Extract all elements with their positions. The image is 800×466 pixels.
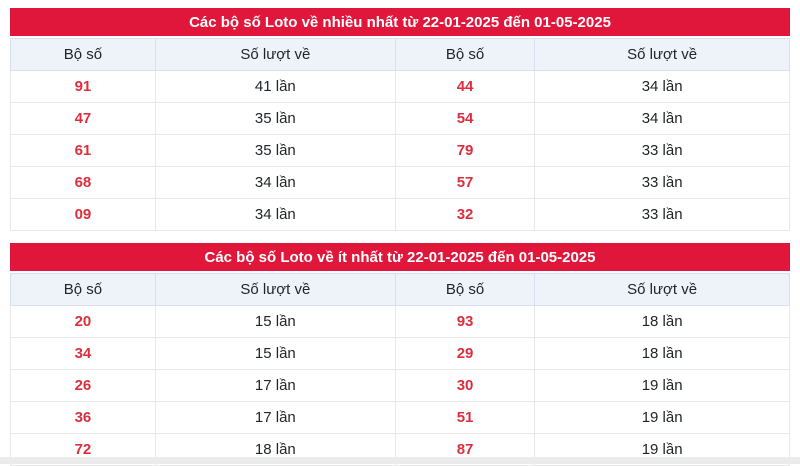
count-cell: 35 lần [154,102,396,135]
table-row: 68 34 lần 57 33 lần [10,166,790,199]
count-cell: 33 lần [534,134,790,167]
count-cell: 34 lần [534,102,790,135]
number-cell: 93 [394,305,536,338]
header-row: Bộ số Số lượt về Bộ số Số lượt về [10,273,790,306]
number-cell: 36 [10,401,156,434]
table-row: 36 17 lần 51 19 lần [10,401,790,434]
count-cell: 34 lần [534,70,790,103]
table-row: 26 17 lần 30 19 lần [10,369,790,402]
table-row: 20 15 lần 93 18 lần [10,305,790,338]
table-row: 47 35 lần 54 34 lần [10,102,790,135]
count-cell: 18 lần [534,305,790,338]
table-row: 91 41 lần 44 34 lần [10,70,790,103]
count-cell: 33 lần [534,166,790,199]
number-cell: 51 [394,401,536,434]
table-title: Các bộ số Loto về ít nhất từ 22-01-2025 … [204,248,596,266]
table-row: 09 34 lần 32 33 lần [10,198,790,231]
count-cell: 15 lần [154,305,396,338]
number-cell: 34 [10,337,156,370]
count-cell: 17 lần [154,369,396,402]
number-cell: 68 [10,166,156,199]
count-cell: 17 lần [154,401,396,434]
number-cell: 54 [394,102,536,135]
stats-table-most: Bộ số Số lượt về Bộ số Số lượt về 91 41 … [10,38,790,231]
column-header-count: Số lượt về [154,273,396,306]
count-cell: 41 lần [154,70,396,103]
column-header-count: Số lượt về [534,273,790,306]
number-cell: 57 [394,166,536,199]
number-cell: 47 [10,102,156,135]
count-cell: 19 lần [534,401,790,434]
table-row: 61 35 lần 79 33 lần [10,134,790,167]
column-header-pair: Bộ số [10,273,156,306]
column-header-pair: Bộ số [394,38,536,71]
number-cell: 91 [10,70,156,103]
table-least-frequent: Các bộ số Loto về ít nhất từ 22-01-2025 … [10,243,790,466]
number-cell: 61 [10,134,156,167]
count-cell: 33 lần [534,198,790,231]
number-cell: 09 [10,198,156,231]
number-cell: 32 [394,198,536,231]
count-cell: 34 lần [154,166,396,199]
table-title-bar: Các bộ số Loto về nhiều nhất từ 22-01-20… [10,8,790,36]
header-row: Bộ số Số lượt về Bộ số Số lượt về [10,38,790,71]
number-cell: 30 [394,369,536,402]
count-cell: 15 lần [154,337,396,370]
count-cell: 18 lần [534,337,790,370]
number-cell: 29 [394,337,536,370]
column-header-pair: Bộ số [10,38,156,71]
number-cell: 79 [394,134,536,167]
column-header-count: Số lượt về [154,38,396,71]
count-cell: 34 lần [154,198,396,231]
table-title-bar: Các bộ số Loto về ít nhất từ 22-01-2025 … [10,243,790,271]
table-title: Các bộ số Loto về nhiều nhất từ 22-01-20… [189,13,611,31]
number-cell: 44 [394,70,536,103]
number-cell: 26 [10,369,156,402]
bottom-divider [0,457,800,464]
count-cell: 35 lần [154,134,396,167]
stats-table-least: Bộ số Số lượt về Bộ số Số lượt về 20 15 … [10,273,790,466]
number-cell: 20 [10,305,156,338]
table-most-frequent: Các bộ số Loto về nhiều nhất từ 22-01-20… [10,8,790,231]
column-header-pair: Bộ số [394,273,536,306]
column-header-count: Số lượt về [534,38,790,71]
count-cell: 19 lần [534,369,790,402]
table-row: 34 15 lần 29 18 lần [10,337,790,370]
